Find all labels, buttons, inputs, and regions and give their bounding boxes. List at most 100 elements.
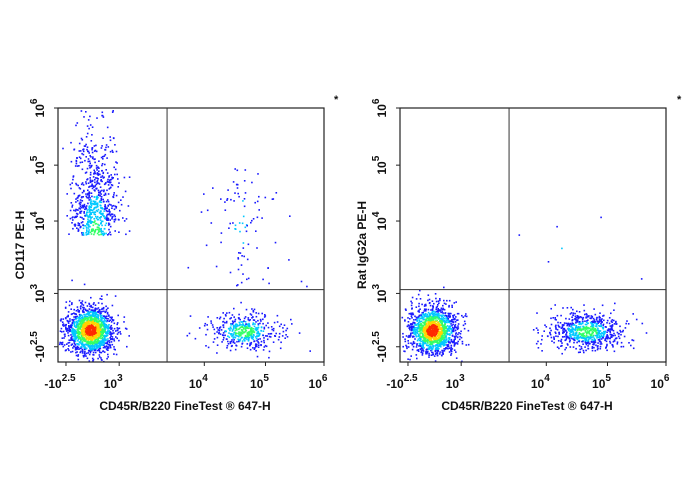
data-point [85,136,88,138]
data-point [438,314,440,317]
data-point [235,335,238,337]
data-point [592,324,594,326]
data-point [576,319,579,321]
data-point [87,158,90,160]
data-point [592,336,594,338]
data-point [439,336,441,338]
data-point [91,344,94,347]
data-point [94,341,96,343]
data-point [438,324,440,327]
data-point [554,331,557,334]
data-point [438,347,440,350]
data-point [74,315,77,318]
data-point [82,150,85,153]
data-point [271,198,274,200]
data-point [443,350,446,352]
data-point [225,315,227,317]
data-point [418,325,421,327]
data-point [417,325,420,328]
data-point [251,329,253,332]
data-point [409,358,411,361]
data-point [405,309,407,311]
data-point [423,328,425,330]
data-point [78,187,81,189]
data-point [420,327,423,330]
data-point [113,353,115,355]
data-point [573,334,575,336]
data-point [599,337,601,339]
data-point [92,318,95,320]
data-point [269,333,272,335]
data-point [407,321,410,323]
data-point [429,347,432,349]
data-point [229,271,232,274]
data-point [75,331,77,333]
data-point [93,211,95,214]
data-point [242,247,245,249]
data-point [62,323,65,325]
data-point [88,221,90,223]
data-point [447,337,450,339]
data-point [593,337,596,340]
data-point [239,318,241,321]
data-point [93,302,95,304]
data-point [441,338,444,340]
data-point [537,340,539,343]
data-point [91,164,93,167]
data-point [102,172,104,175]
data-point [91,343,94,346]
data-point [452,321,455,323]
data-point [96,173,98,175]
data-point [91,319,94,321]
data-point [421,317,423,320]
data-point [601,332,603,334]
data-point [88,229,90,231]
data-point [412,326,415,328]
data-point [100,207,103,210]
data-point [88,312,90,314]
data-point [234,323,237,326]
data-point [98,228,100,231]
data-point [62,330,65,333]
data-point [102,177,105,179]
data-point [438,309,441,311]
data-point [612,329,615,332]
data-point [599,325,601,327]
data-point [567,344,569,346]
data-point [245,330,248,332]
data-point [431,329,434,332]
data-point [568,340,571,343]
data-point [75,208,77,211]
data-point [274,335,276,337]
data-point [435,317,437,320]
data-point [429,346,432,348]
data-point [76,346,78,349]
data-point [84,206,87,208]
data-point [84,332,86,335]
data-point [238,195,240,198]
data-point [81,303,83,305]
data-point [103,189,105,191]
data-point [457,333,459,336]
data-point [244,325,247,327]
data-point [90,316,93,318]
data-point [558,326,561,328]
data-point [91,330,94,333]
data-point [579,328,581,331]
data-point [66,343,68,345]
data-point [257,341,259,343]
data-point [94,307,96,310]
data-point [579,326,582,328]
data-point [75,212,78,215]
data-point [110,186,112,189]
data-point [86,357,89,360]
data-point [76,351,78,353]
data-point [582,339,584,342]
data-point [100,198,103,200]
data-point [226,198,229,200]
data-point [420,340,422,342]
data-point [87,220,89,223]
data-point [266,335,268,337]
data-point [109,136,111,138]
data-point [410,323,412,325]
